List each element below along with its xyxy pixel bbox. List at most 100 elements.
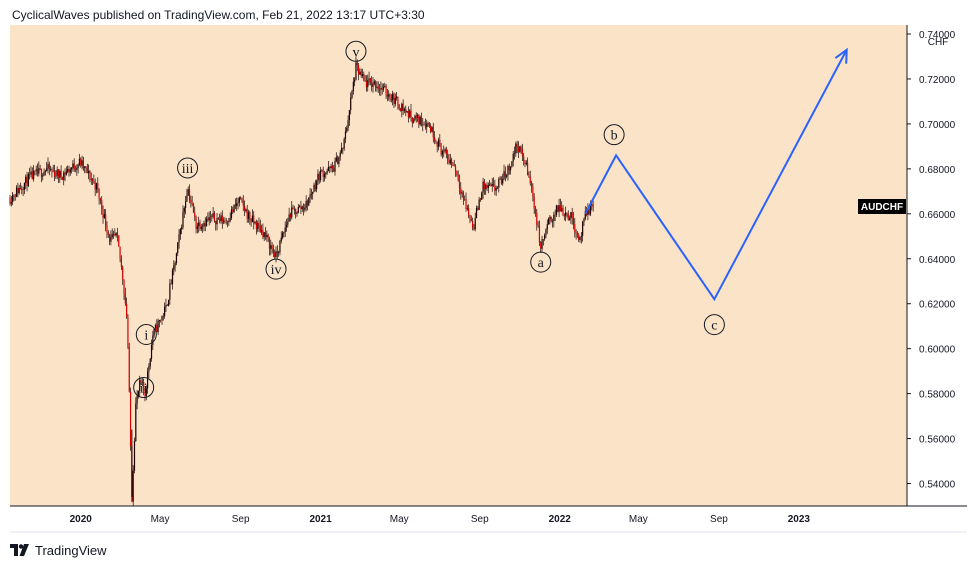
candle-body [479, 199, 482, 200]
candle-body [161, 315, 163, 321]
wave-label-iv: iv [265, 258, 287, 280]
candle-body [500, 178, 503, 184]
candle-body [337, 157, 339, 165]
candle-body [266, 234, 268, 238]
candle-body [115, 232, 117, 236]
candle-body [295, 208, 297, 214]
candle-body [433, 137, 436, 141]
candle-body [546, 224, 548, 230]
candle-body [449, 159, 451, 164]
candle-body [10, 201, 12, 204]
candle-body [464, 199, 466, 200]
candle-body [47, 164, 49, 169]
time-tick-label: 2022 [549, 514, 572, 525]
svg-text:iii: iii [182, 162, 194, 177]
price-tick-label: 0.62000 [919, 300, 956, 311]
candle-body [251, 215, 254, 223]
candle-body [9, 198, 11, 204]
candle-body [85, 166, 87, 168]
candle-body [219, 218, 221, 222]
candle-body [448, 159, 450, 164]
candle-body [371, 82, 373, 87]
candle-body [413, 120, 415, 123]
candle-body [280, 237, 282, 241]
footer[interactable]: TradingView [10, 541, 107, 559]
candle-body [583, 218, 585, 222]
candle-body [490, 184, 492, 186]
price-tick-label: 0.70000 [919, 120, 956, 131]
candle-body [217, 218, 219, 219]
candle-body [316, 181, 318, 190]
candle-body [150, 345, 153, 359]
candle-body [144, 390, 146, 396]
candle-body [250, 220, 252, 223]
candle-body [243, 205, 246, 211]
candle-body [565, 212, 567, 216]
candle-body [587, 209, 589, 215]
candle-body [386, 94, 389, 97]
candle-body [48, 164, 50, 170]
candle-body [171, 269, 174, 285]
time-axis[interactable]: 2020 May Sep 2021 May Sep 2022 May Sep 2023 [70, 514, 811, 525]
candle-body [267, 234, 269, 239]
candle-body [225, 221, 227, 223]
candle-body [61, 176, 64, 180]
candle-body [181, 227, 183, 230]
currency-label: CHF [928, 37, 949, 48]
candle-body [331, 165, 333, 169]
candle-body [213, 213, 216, 222]
candle-body [63, 172, 65, 180]
candle-body [257, 222, 259, 229]
time-tick-label: May [629, 514, 648, 525]
candle-body [432, 127, 434, 138]
candle-body [192, 204, 195, 213]
candle-body [487, 185, 489, 189]
candle-body [156, 325, 158, 332]
price-axis[interactable]: 0.54000 0.56000 0.58000 0.60000 0.62000 0.640… [907, 30, 956, 491]
candle-body [102, 209, 104, 218]
candle-body [544, 235, 546, 240]
candle-body [550, 216, 552, 222]
candle-body [34, 170, 36, 172]
candle-body [537, 224, 539, 226]
candle-body [402, 103, 404, 111]
candle-body [525, 162, 527, 165]
candle-body [236, 203, 238, 207]
candle-body [570, 212, 572, 218]
candle-body [561, 207, 563, 212]
candle-body [516, 143, 518, 147]
candle-body [589, 205, 592, 215]
candle-body [68, 168, 70, 173]
candle-body [158, 319, 160, 322]
candle-body [207, 218, 209, 221]
candle-body [469, 215, 471, 220]
candle-body [427, 123, 429, 124]
candle-body [55, 175, 57, 177]
candle-body [145, 388, 147, 396]
candle-body [146, 371, 149, 389]
candle-body [381, 88, 383, 90]
candle-body [532, 186, 534, 197]
candle-body [31, 171, 33, 180]
candle-body [169, 283, 171, 300]
candle-body [289, 214, 292, 218]
candle-body [520, 146, 522, 150]
candle-body [365, 81, 368, 88]
candle-body [237, 202, 239, 204]
candle-body [173, 265, 175, 270]
candle-body [223, 220, 225, 223]
candle-body [39, 168, 41, 169]
candle-body [346, 127, 348, 132]
candle-body [215, 221, 217, 225]
candle-body [385, 86, 387, 95]
price-tick-label: 0.58000 [919, 390, 956, 401]
candle-body [314, 184, 316, 190]
candle-body [65, 171, 67, 175]
candle-body [416, 114, 419, 119]
candle-body [174, 263, 176, 266]
candle-body [354, 79, 356, 82]
candle-body [202, 226, 204, 228]
time-tick-label: Sep [232, 514, 250, 525]
candle-body [351, 90, 353, 98]
